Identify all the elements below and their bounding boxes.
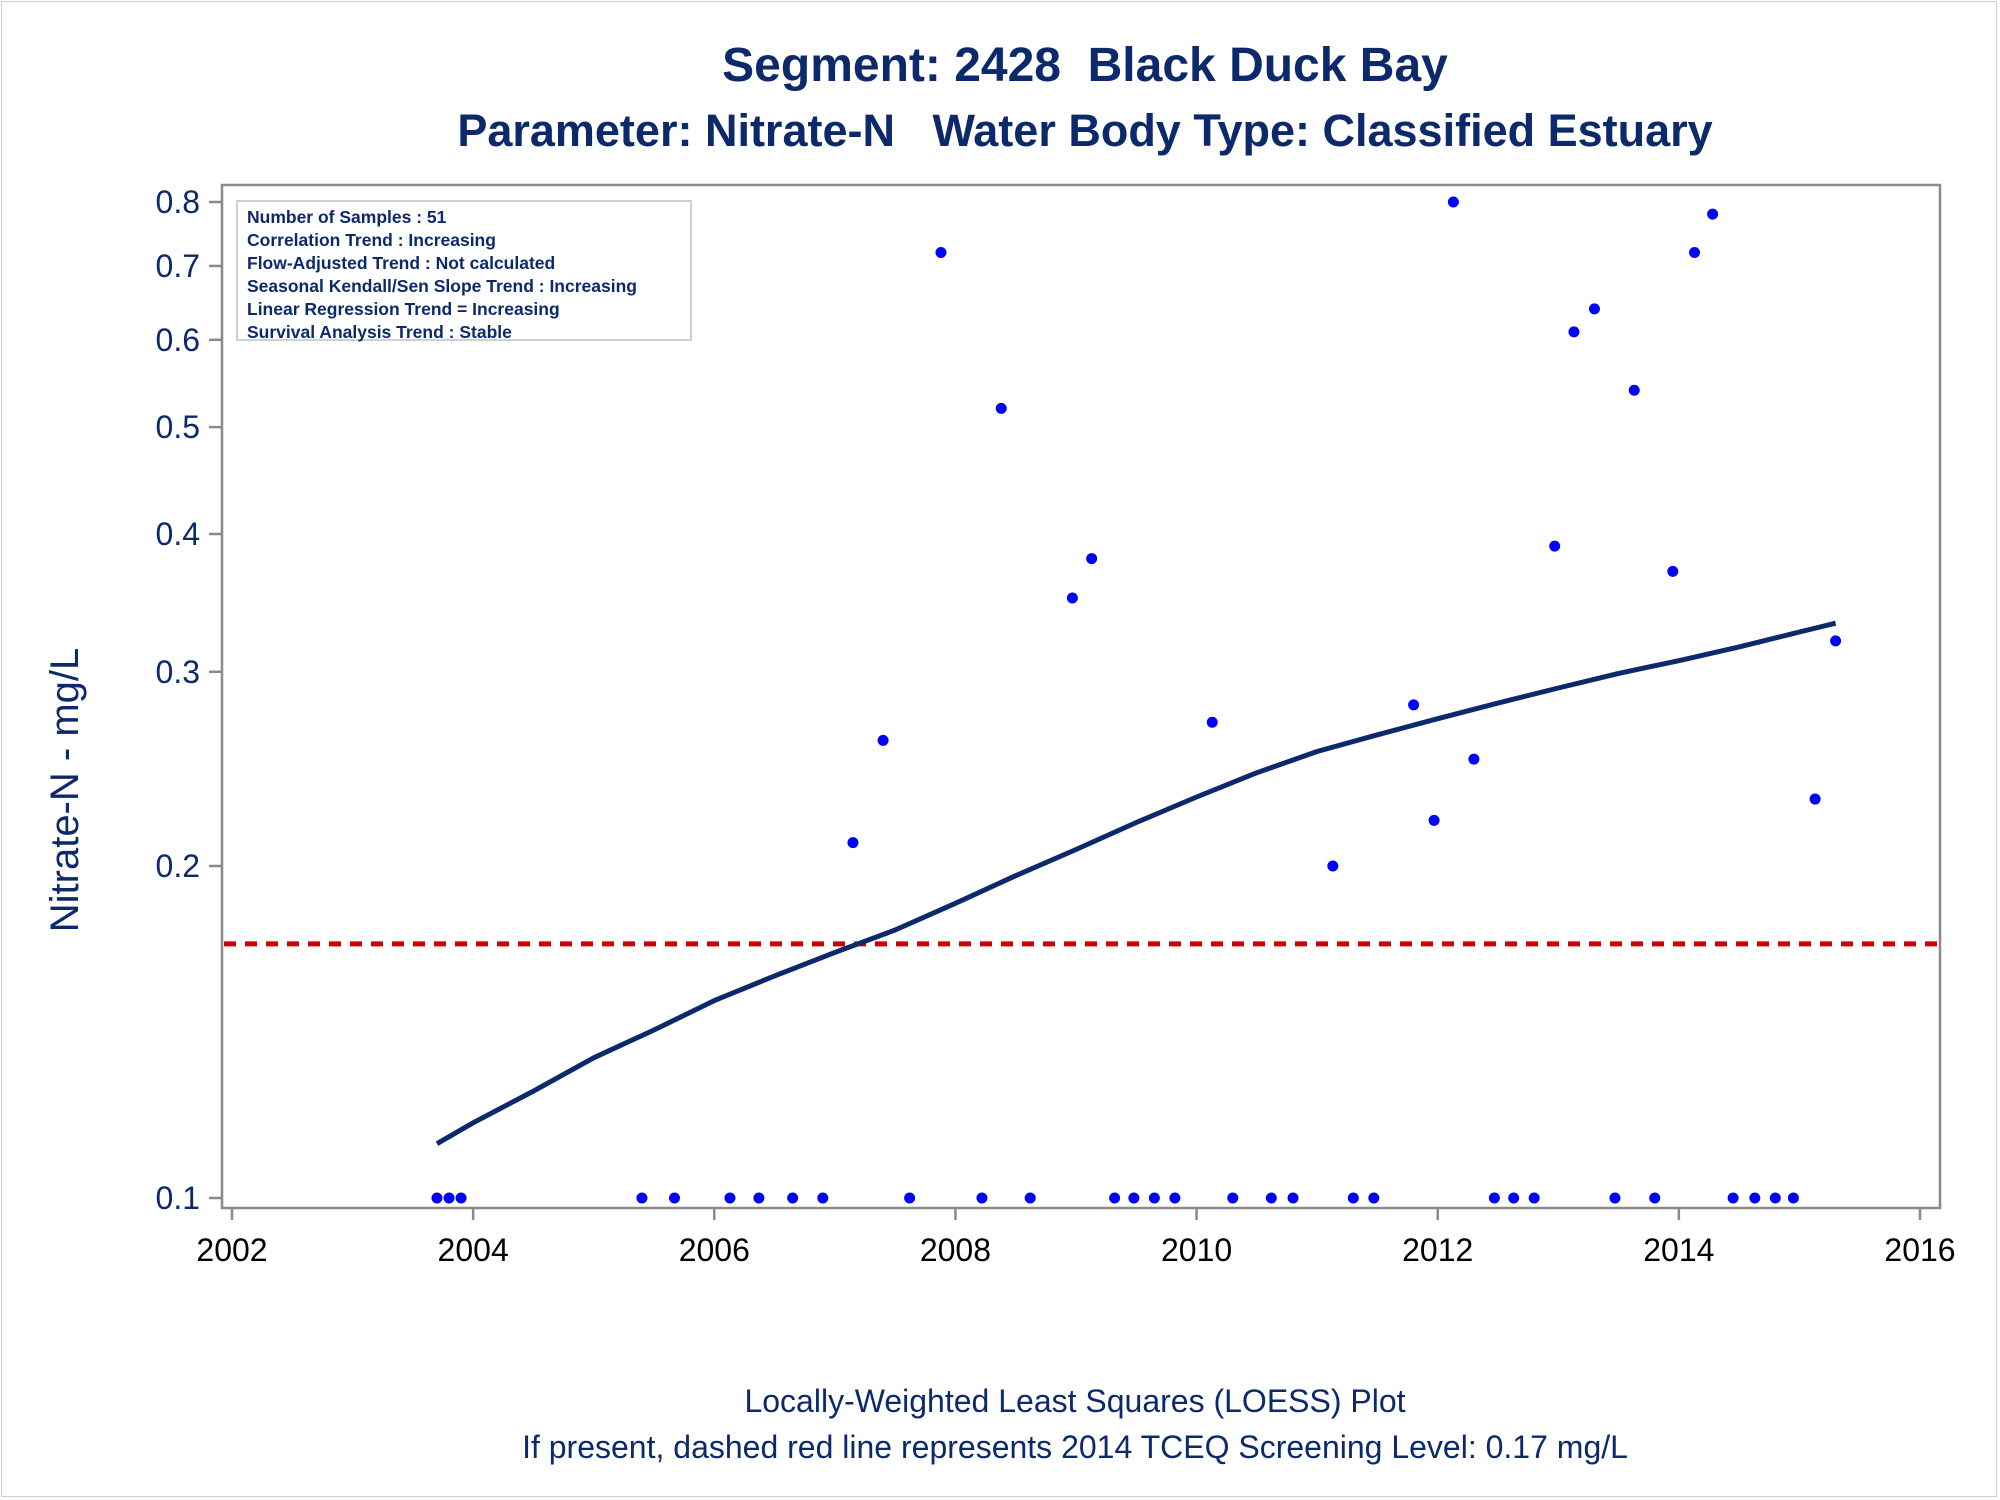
data-point xyxy=(753,1192,765,1204)
data-point xyxy=(1588,303,1600,315)
data-point xyxy=(1447,196,1459,208)
chart-subtitle: Parameter: Nitrate-N Water Body Type: Cl… xyxy=(457,105,1713,156)
data-point xyxy=(1066,592,1078,604)
data-point xyxy=(1549,540,1561,552)
data-point xyxy=(668,1192,680,1204)
data-point xyxy=(724,1192,736,1204)
y-tick-label: 0.8 xyxy=(156,184,200,220)
data-point xyxy=(1287,1192,1299,1204)
data-point xyxy=(904,1192,916,1204)
x-tick-label: 2010 xyxy=(1161,1232,1232,1268)
trend-stats-box: Number of Samples : 51 Correlation Trend… xyxy=(236,200,692,342)
x-tick-label: 2004 xyxy=(438,1232,509,1268)
data-point xyxy=(995,402,1007,414)
data-point xyxy=(443,1192,455,1204)
footnote-screening: If present, dashed red line represents 2… xyxy=(522,1429,1628,1465)
data-point xyxy=(1830,635,1842,647)
data-point xyxy=(1769,1192,1781,1204)
data-point xyxy=(976,1192,988,1204)
x-tick-label: 2006 xyxy=(679,1232,750,1268)
data-point xyxy=(877,734,889,746)
data-point xyxy=(1265,1192,1277,1204)
data-point xyxy=(1508,1192,1520,1204)
data-point xyxy=(431,1192,443,1204)
stat-survival: Survival Analysis Trend : Stable xyxy=(247,322,512,342)
chart-title: Segment: 2428 Black Duck Bay xyxy=(722,39,1448,92)
data-point xyxy=(1128,1192,1140,1204)
stat-seasonal-kendall: Seasonal Kendall/Sen Slope Trend : Incre… xyxy=(247,276,637,296)
data-point xyxy=(1749,1192,1761,1204)
data-point xyxy=(1024,1192,1036,1204)
data-point xyxy=(1148,1192,1160,1204)
data-point xyxy=(1347,1192,1359,1204)
data-point xyxy=(787,1192,799,1204)
data-point xyxy=(1689,246,1701,258)
plot-area-frame xyxy=(220,183,1942,1210)
data-point xyxy=(847,837,859,849)
x-tick-label: 2002 xyxy=(196,1232,267,1268)
stat-samples: Number of Samples : 51 xyxy=(247,207,447,227)
data-point xyxy=(1787,1192,1799,1204)
x-tick-label: 2014 xyxy=(1643,1232,1714,1268)
x-tick-label: 2008 xyxy=(920,1232,991,1268)
stat-flow-adjusted: Flow-Adjusted Trend : Not calculated xyxy=(247,253,556,273)
data-point xyxy=(1428,814,1440,826)
data-point xyxy=(1667,565,1679,577)
data-point xyxy=(636,1192,648,1204)
stat-linear-regression: Linear Regression Trend = Increasing xyxy=(247,299,560,319)
data-point xyxy=(1227,1192,1239,1204)
data-point xyxy=(1327,860,1339,872)
data-point xyxy=(1368,1192,1380,1204)
stat-correlation: Correlation Trend : Increasing xyxy=(247,230,496,250)
y-tick-label: 0.7 xyxy=(156,248,200,284)
data-point xyxy=(1169,1192,1181,1204)
data-point xyxy=(1809,793,1821,805)
data-point xyxy=(1206,716,1218,728)
data-point xyxy=(1568,326,1580,338)
data-point xyxy=(1086,553,1098,565)
data-point xyxy=(1727,1192,1739,1204)
y-tick-label: 0.4 xyxy=(156,516,200,552)
data-point xyxy=(1468,753,1480,765)
loess-curve xyxy=(435,620,1837,1146)
data-point xyxy=(1528,1192,1540,1204)
y-tick-label: 0.3 xyxy=(156,654,200,690)
data-point xyxy=(1649,1192,1661,1204)
data-point xyxy=(455,1192,467,1204)
data-point xyxy=(1707,208,1719,220)
data-point xyxy=(1628,384,1640,396)
data-point xyxy=(817,1192,829,1204)
data-point xyxy=(1609,1192,1621,1204)
y-tick-label: 0.6 xyxy=(156,322,200,358)
data-point xyxy=(1488,1192,1500,1204)
x-tick-label: 2012 xyxy=(1402,1232,1473,1268)
y-tick-label: 0.1 xyxy=(156,1180,200,1216)
data-point xyxy=(935,246,947,258)
data-point xyxy=(1109,1192,1121,1204)
data-point xyxy=(1408,699,1420,711)
footnote-method: Locally-Weighted Least Squares (LOESS) P… xyxy=(744,1383,1406,1419)
x-tick-label: 2016 xyxy=(1884,1232,1955,1268)
y-tick-label: 0.2 xyxy=(156,848,200,884)
y-tick-label: 0.5 xyxy=(156,409,200,445)
